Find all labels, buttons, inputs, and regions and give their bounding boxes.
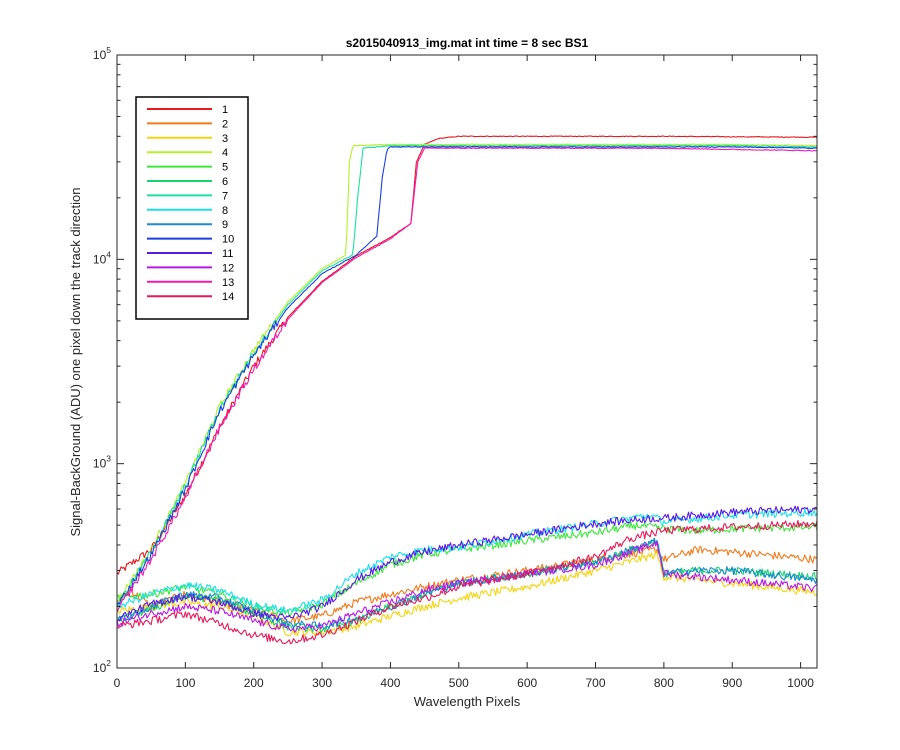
x-tick-label: 600 <box>517 676 537 690</box>
y-tick-base: 10 <box>93 457 107 471</box>
legend-label: 4 <box>222 147 228 159</box>
legend-label: 7 <box>222 190 228 202</box>
x-tick-label: 100 <box>175 676 195 690</box>
legend-label: 1 <box>222 104 228 116</box>
chart-title: s2015040913_img.mat int time = 8 sec BS1 <box>346 36 589 50</box>
x-tick-label: 300 <box>312 676 332 690</box>
y-tick-base: 10 <box>93 48 107 62</box>
series-line-11 <box>116 505 818 622</box>
x-tick-label: 400 <box>380 676 400 690</box>
y-tick-base: 10 <box>93 661 107 675</box>
y-tick-label: 104 <box>93 249 111 266</box>
legend-label: 9 <box>222 219 228 231</box>
series-line-1 <box>116 135 818 575</box>
series-line-13 <box>116 147 818 613</box>
series-layer <box>116 135 818 645</box>
y-axis-label: Signal-BackGround (ADU) one pixel down t… <box>68 187 83 536</box>
legend-label: 6 <box>222 176 228 188</box>
x-axis: 0 100 200 300 400 500 600 700 800 900 1000 <box>114 55 814 690</box>
y-tick-label: 103 <box>93 454 111 471</box>
series-line-12 <box>116 540 818 633</box>
legend-label: 10 <box>222 234 234 246</box>
legend-label: 2 <box>222 118 228 130</box>
y-tick-label: 102 <box>93 658 111 675</box>
legend-label: 3 <box>222 133 228 145</box>
x-tick-label: 1000 <box>787 676 814 690</box>
x-axis-label: Wavelength Pixels <box>414 694 521 709</box>
x-tick-label: 800 <box>654 676 674 690</box>
legend-label: 11 <box>222 248 233 260</box>
legend-label: 14 <box>222 291 234 303</box>
legend-label: 5 <box>222 162 228 174</box>
legend-label: 12 <box>222 262 234 274</box>
x-tick-label: 900 <box>722 676 742 690</box>
x-tick-label: 0 <box>114 676 121 690</box>
y-tick-exponent: 2 <box>106 658 111 668</box>
y-tick-label: 105 <box>93 45 111 62</box>
series-line-10 <box>116 145 818 606</box>
x-tick-label: 200 <box>244 676 264 690</box>
axes-box <box>116 54 818 669</box>
series-line-9 <box>116 537 818 630</box>
legend-label: 13 <box>222 277 234 289</box>
x-tick-label: 500 <box>449 676 469 690</box>
y-tick-exponent: 3 <box>106 454 111 464</box>
y-tick-exponent: 4 <box>106 249 111 259</box>
y-tick-exponent: 5 <box>106 45 111 55</box>
series-line-14 <box>116 519 818 645</box>
x-tick-label: 700 <box>586 676 606 690</box>
legend-label: 8 <box>222 205 228 217</box>
y-tick-base: 10 <box>93 252 107 266</box>
